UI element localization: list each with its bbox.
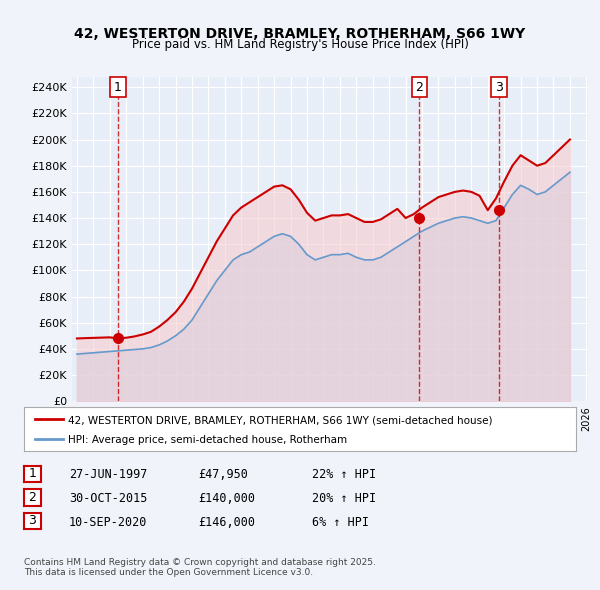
Text: 10-SEP-2020: 10-SEP-2020 [69,516,148,529]
Text: 27-JUN-1997: 27-JUN-1997 [69,468,148,481]
Text: 30-OCT-2015: 30-OCT-2015 [69,492,148,505]
Text: £47,950: £47,950 [198,468,248,481]
Text: 3: 3 [495,81,503,94]
Text: Price paid vs. HM Land Registry's House Price Index (HPI): Price paid vs. HM Land Registry's House … [131,38,469,51]
Text: £140,000: £140,000 [198,492,255,505]
Text: 42, WESTERTON DRIVE, BRAMLEY, ROTHERHAM, S66 1WY (semi-detached house): 42, WESTERTON DRIVE, BRAMLEY, ROTHERHAM,… [68,415,493,425]
Text: 20% ↑ HPI: 20% ↑ HPI [312,492,376,505]
Text: 3: 3 [28,514,37,527]
Text: 1: 1 [114,81,122,94]
Text: 6% ↑ HPI: 6% ↑ HPI [312,516,369,529]
Text: Contains HM Land Registry data © Crown copyright and database right 2025.
This d: Contains HM Land Registry data © Crown c… [24,558,376,577]
Text: 1: 1 [28,467,37,480]
Text: £146,000: £146,000 [198,516,255,529]
Text: HPI: Average price, semi-detached house, Rotherham: HPI: Average price, semi-detached house,… [68,435,347,445]
Text: 2: 2 [28,491,37,504]
Text: 22% ↑ HPI: 22% ↑ HPI [312,468,376,481]
Text: 2: 2 [415,81,423,94]
Text: 42, WESTERTON DRIVE, BRAMLEY, ROTHERHAM, S66 1WY: 42, WESTERTON DRIVE, BRAMLEY, ROTHERHAM,… [74,27,526,41]
